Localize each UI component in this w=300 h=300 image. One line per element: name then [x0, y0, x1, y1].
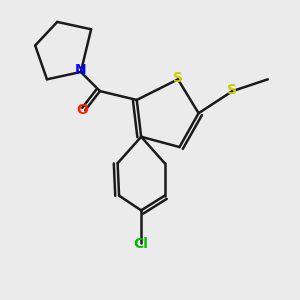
Text: O: O [76, 103, 88, 117]
Text: Cl: Cl [134, 237, 148, 251]
Text: S: S [227, 82, 237, 97]
Text: S: S [173, 71, 183, 85]
Text: N: N [75, 64, 87, 77]
